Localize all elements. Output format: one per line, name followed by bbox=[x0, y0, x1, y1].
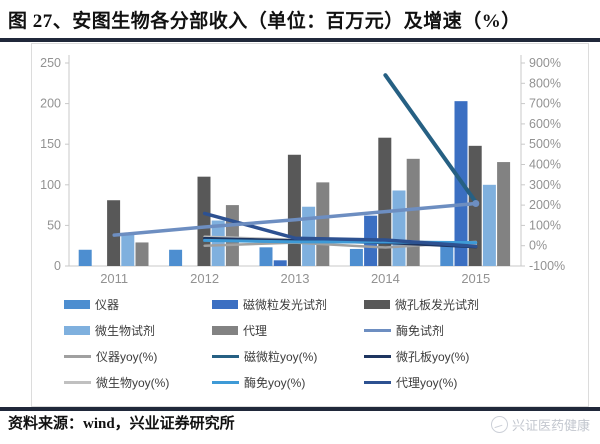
legend-label: 酶免yoy(%) bbox=[244, 376, 306, 390]
legend-label: 仪器 bbox=[95, 298, 120, 312]
legend-item-6: 仪器yoy(%) bbox=[64, 348, 212, 365]
legend-item-9: 微生物yoy(%) bbox=[64, 374, 212, 391]
bar-microbiology-2014 bbox=[392, 190, 406, 266]
bar-microplate-2011 bbox=[107, 200, 121, 266]
bar-instrument-2015 bbox=[440, 245, 454, 266]
right-axis-tick-label: 700% bbox=[529, 97, 561, 111]
right-axis-tick-label: 200% bbox=[529, 198, 561, 212]
line-chemiluminescence-yoy bbox=[383, 73, 478, 205]
brand-watermark-text: 兴证医药健康 bbox=[511, 418, 590, 433]
bar-agency-2015 bbox=[497, 162, 511, 266]
bar-agency-2012 bbox=[225, 205, 239, 266]
left-axis-tick-label: 250 bbox=[40, 56, 61, 70]
left-axis-tick-label: 150 bbox=[40, 137, 61, 151]
chart-panel: 0 50 100 150 200 250 -100% 0% 100% 200% 300% 400% 50… bbox=[31, 43, 589, 407]
right-axis-tick-label: 900% bbox=[529, 56, 561, 70]
top-divider bbox=[0, 38, 600, 42]
legend-item-8: 微孔板yoy(%) bbox=[364, 348, 556, 365]
legend-label: 磁微粒yoy(%) bbox=[244, 350, 318, 364]
legend-line-swatch bbox=[364, 329, 391, 332]
legend-bar-swatch bbox=[64, 326, 90, 335]
bar-microbiology-2012 bbox=[211, 220, 225, 266]
bar-microplate-2014 bbox=[378, 137, 392, 266]
legend-item-5: 酶免试剂 bbox=[364, 322, 556, 339]
bar-instrument-2014 bbox=[349, 248, 363, 266]
legend-label: 微孔板yoy(%) bbox=[396, 350, 470, 364]
bar-agency-2014 bbox=[406, 158, 420, 266]
bar-microbiology-2013 bbox=[302, 206, 316, 266]
right-axis-tick-label: 0% bbox=[529, 239, 547, 253]
right-axis-tick-label: -100% bbox=[529, 259, 565, 273]
legend-item-7: 磁微粒yoy(%) bbox=[212, 348, 364, 365]
bar-microplate-2013 bbox=[287, 154, 301, 266]
legend-label: 酶免试剂 bbox=[396, 324, 445, 338]
legend-bar-swatch bbox=[64, 300, 90, 309]
right-axis-tick-label: 300% bbox=[529, 178, 561, 192]
right-axis-tick-label: 800% bbox=[529, 76, 561, 90]
right-axis-tick-label: 100% bbox=[529, 218, 561, 232]
bar-microbiology-2015 bbox=[482, 184, 496, 266]
legend-line-swatch bbox=[212, 381, 239, 384]
brand-logo-icon bbox=[490, 416, 508, 433]
brand-watermark: 兴证医药健康 bbox=[490, 415, 590, 434]
legend-item-0: 仪器 bbox=[64, 296, 212, 313]
legend-bar-swatch bbox=[212, 326, 238, 335]
right-axis-tick-label: 400% bbox=[529, 158, 561, 172]
bar-microplate-2012 bbox=[197, 176, 211, 266]
legend-label: 代理yoy(%) bbox=[396, 376, 458, 390]
legend-label: 仪器yoy(%) bbox=[96, 350, 158, 364]
legend-label: 微孔板发光试剂 bbox=[395, 298, 480, 312]
legend-item-11: 代理yoy(%) bbox=[364, 374, 556, 391]
legend-label: 代理 bbox=[243, 324, 268, 338]
year-label: 2014 bbox=[371, 271, 400, 286]
legend-line-swatch bbox=[364, 355, 391, 358]
legend-line-swatch bbox=[64, 381, 91, 384]
legend-item-1: 磁微粒发光试剂 bbox=[212, 296, 364, 313]
line-marker-elisa-revenue bbox=[472, 199, 480, 207]
bar-agency-2011 bbox=[135, 242, 149, 266]
combo-chart: 0 50 100 150 200 250 -100% 0% 100% 200% 300% 400% 50… bbox=[40, 55, 565, 286]
figure-title: 图 27、安图生物各分部收入（单位：百万元）及增速（%） bbox=[8, 11, 521, 32]
left-axis-tick-label: 50 bbox=[47, 218, 61, 232]
left-axis-tick-label: 200 bbox=[40, 97, 61, 111]
legend-item-3: 微生物试剂 bbox=[64, 322, 212, 339]
year-label: 2013 bbox=[281, 271, 310, 286]
chart-legend: 仪器 磁微粒发光试剂 微孔板发光试剂微生物试剂 代理 酶免试剂仪器yoy(%) 磁微粒yo… bbox=[32, 296, 588, 391]
right-axis-tick-label: 600% bbox=[529, 117, 561, 131]
legend-label: 微生物试剂 bbox=[95, 324, 156, 338]
source-note: 资料来源：wind，兴业证券研究所 bbox=[8, 416, 235, 432]
left-axis-tick-label: 0 bbox=[54, 259, 61, 273]
legend-label: 磁微粒发光试剂 bbox=[243, 298, 328, 312]
year-label: 2015 bbox=[461, 271, 490, 286]
bar-instrument-2012 bbox=[169, 249, 183, 266]
legend-line-swatch bbox=[364, 381, 391, 384]
line-elisa-revenue bbox=[112, 201, 478, 237]
legend-bar-swatch bbox=[364, 300, 390, 309]
bar-chemiluminescence-2013 bbox=[273, 260, 287, 266]
bar-microbiology-2011 bbox=[121, 234, 135, 266]
legend-bar-swatch bbox=[212, 300, 238, 309]
year-label: 2011 bbox=[100, 271, 128, 286]
legend-label: 微生物yoy(%) bbox=[96, 376, 170, 390]
bar-agency-2013 bbox=[316, 182, 330, 266]
left-axis-tick-label: 100 bbox=[40, 178, 61, 192]
legend-item-2: 微孔板发光试剂 bbox=[364, 296, 556, 313]
bar-instrument-2011 bbox=[78, 249, 92, 266]
legend-item-4: 代理 bbox=[212, 322, 364, 339]
legend-item-10: 酶免yoy(%) bbox=[212, 374, 364, 391]
line-agency-yoy bbox=[202, 211, 478, 249]
bottom-divider bbox=[0, 407, 600, 411]
year-label: 2012 bbox=[190, 271, 219, 286]
legend-line-swatch bbox=[64, 355, 91, 358]
right-axis-tick-label: 500% bbox=[529, 137, 561, 151]
legend-line-swatch bbox=[212, 355, 239, 358]
bar-instrument-2013 bbox=[259, 247, 273, 266]
